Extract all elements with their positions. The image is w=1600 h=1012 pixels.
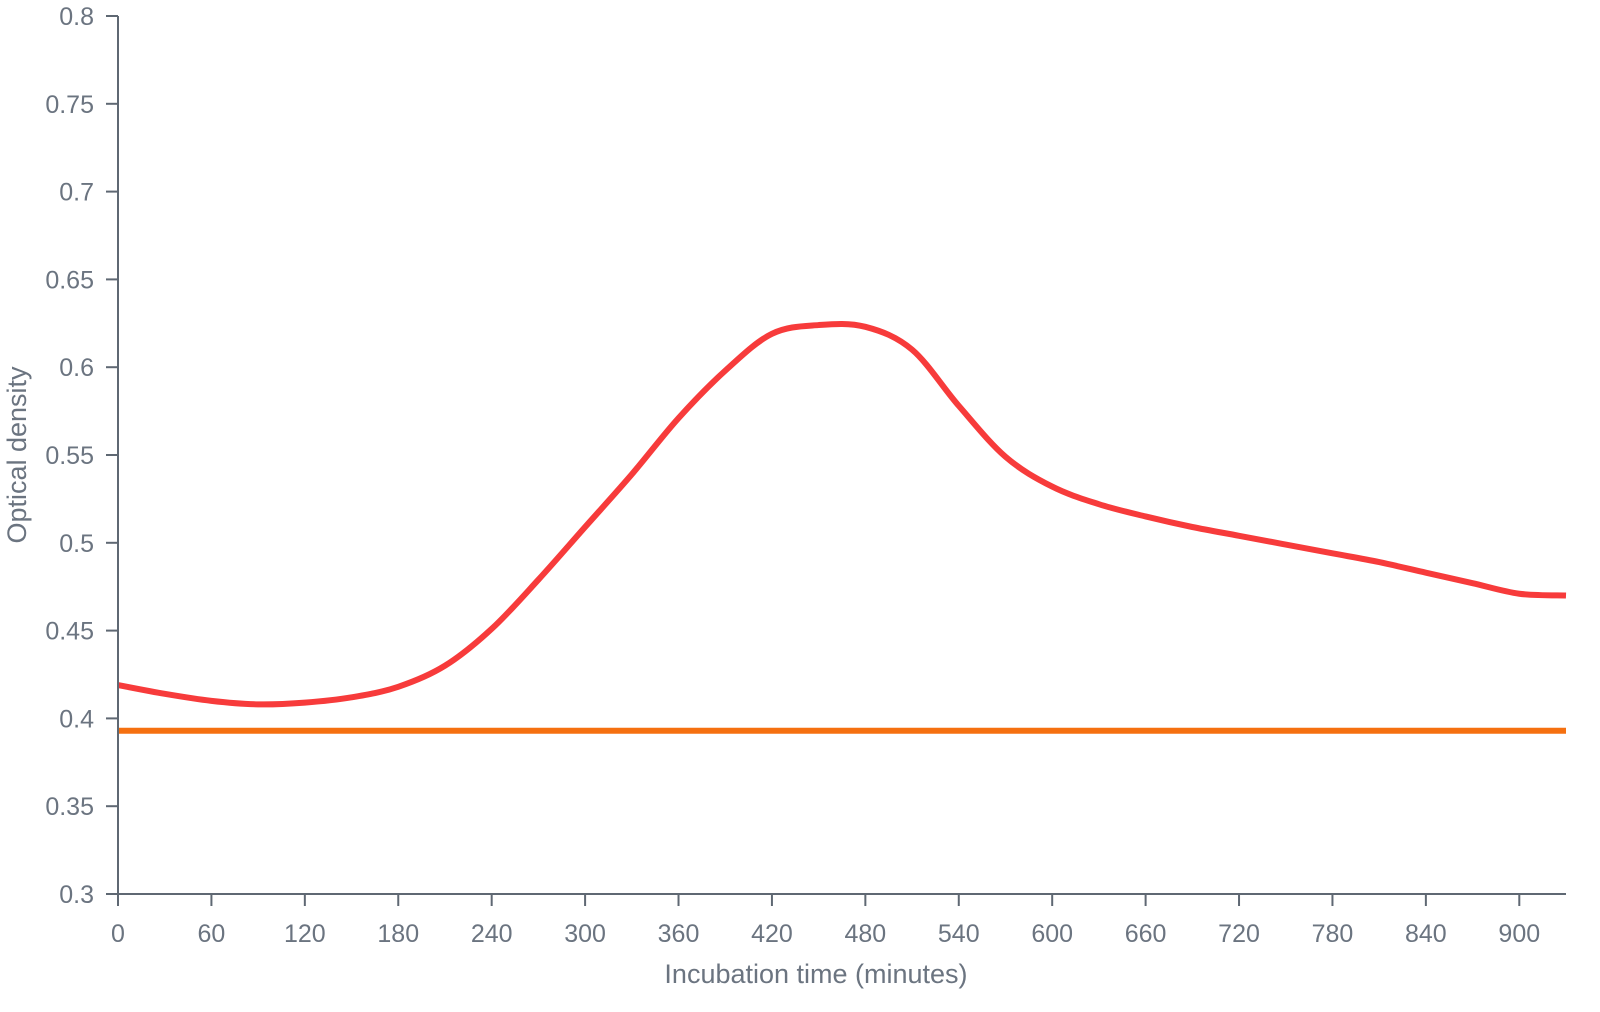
y-axis-title: Optical density: [2, 366, 32, 544]
y-tick-label: 0.4: [59, 705, 94, 733]
y-tick-label: 0.5: [59, 530, 94, 558]
x-tick-label: 840: [1405, 920, 1447, 948]
y-tick-label: 0.75: [45, 91, 94, 119]
y-tick-label: 0.3: [59, 881, 94, 909]
x-axis-ticks: 0 60 120 180 240 300 360 420 480 540 600 660 720 780 8…: [111, 894, 1540, 948]
x-tick-label: 540: [938, 920, 980, 948]
x-tick-label: 720: [1218, 920, 1260, 948]
x-tick-label: 120: [284, 920, 326, 948]
x-tick-label: 60: [198, 920, 226, 948]
x-tick-label: 300: [564, 920, 606, 948]
y-tick-label: 0.7: [59, 179, 94, 207]
x-tick-label: 660: [1125, 920, 1167, 948]
y-tick-label: 0.65: [45, 266, 94, 294]
x-tick-label: 420: [751, 920, 793, 948]
x-tick-label: 240: [471, 920, 513, 948]
series-line-1: [117, 320, 1567, 708]
x-tick-label: 360: [658, 920, 700, 948]
x-tick-label: 480: [844, 920, 886, 948]
x-tick-label: 0: [111, 920, 125, 948]
x-tick-label: 180: [377, 920, 419, 948]
x-tick-label: 780: [1312, 920, 1354, 948]
x-tick-label: 900: [1498, 920, 1540, 948]
y-axis-ticks: 0.3 0.35 0.4 0.45 0.5 0.55 0.6 0.65 0.7 0.75 0.8: [45, 3, 118, 909]
y-tick-label: 0.6: [59, 354, 94, 382]
x-axis-title: Incubation time (minutes): [664, 959, 967, 989]
x-tick-label: 600: [1031, 920, 1073, 948]
y-tick-label: 0.55: [45, 442, 94, 470]
y-tick-label: 0.45: [45, 618, 94, 646]
y-tick-label: 0.8: [59, 3, 94, 31]
series-layer: [117, 320, 1567, 734]
y-tick-label: 0.35: [45, 793, 94, 821]
